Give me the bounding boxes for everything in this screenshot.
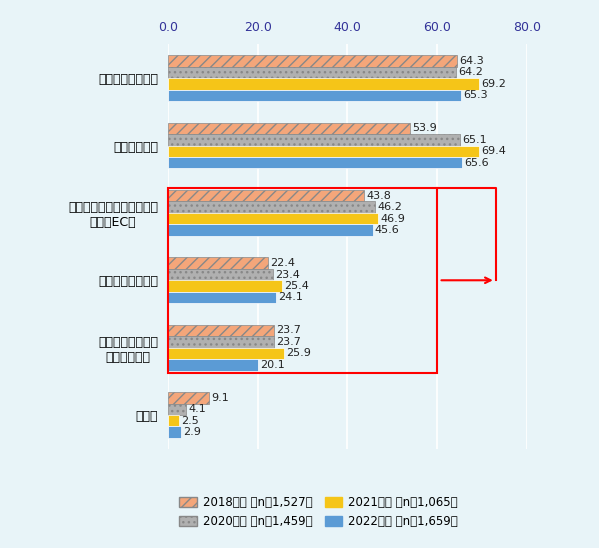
Text: 69.2: 69.2 (481, 79, 506, 89)
Text: 2.9: 2.9 (183, 427, 201, 437)
Bar (168, 292, 276, 303)
Bar (168, 347, 284, 359)
Text: 53.9: 53.9 (412, 123, 437, 133)
Bar (168, 146, 479, 157)
Text: 65.1: 65.1 (462, 135, 487, 145)
Bar (168, 426, 181, 438)
Bar (168, 202, 375, 213)
Text: 25.4: 25.4 (284, 281, 309, 291)
Text: 23.7: 23.7 (277, 337, 301, 347)
Text: 25.9: 25.9 (286, 349, 311, 358)
Bar (168, 190, 364, 202)
Text: 9.1: 9.1 (211, 393, 229, 403)
Bar (168, 157, 462, 168)
Bar (168, 359, 258, 370)
Bar (168, 188, 437, 373)
Text: 46.2: 46.2 (377, 202, 403, 212)
Bar (168, 325, 274, 336)
Text: 24.1: 24.1 (278, 293, 303, 302)
Bar (168, 134, 460, 146)
Bar (168, 55, 456, 67)
Text: 20.1: 20.1 (261, 360, 285, 370)
Bar (168, 280, 282, 292)
Text: 65.6: 65.6 (465, 158, 489, 168)
Text: 4.1: 4.1 (189, 404, 206, 414)
Bar (168, 269, 273, 280)
Text: 69.4: 69.4 (482, 146, 507, 156)
Legend: 2018年度 （n＝1,527）, 2020年度 （n＝1,459）, 2021年度 （n＝1,065）, 2022年度 （n＝1,659）: 2018年度 （n＝1,527）, 2020年度 （n＝1,459）, 2021… (175, 492, 462, 533)
Text: 23.4: 23.4 (275, 270, 300, 279)
Text: 2.5: 2.5 (181, 416, 199, 426)
Bar (168, 336, 274, 347)
Bar (168, 258, 268, 269)
Bar (168, 213, 379, 224)
Text: 64.3: 64.3 (459, 56, 483, 66)
Bar (168, 123, 410, 134)
Bar (168, 392, 208, 403)
Text: 45.6: 45.6 (375, 225, 400, 235)
Text: 43.8: 43.8 (367, 191, 392, 201)
Bar (168, 67, 456, 78)
Bar (168, 403, 186, 415)
Bar (168, 415, 179, 426)
Text: 64.2: 64.2 (458, 67, 483, 77)
Bar (168, 78, 479, 90)
Text: 65.3: 65.3 (464, 90, 488, 100)
Text: 22.4: 22.4 (271, 258, 295, 268)
Text: 46.9: 46.9 (381, 214, 406, 224)
Text: 23.7: 23.7 (277, 326, 301, 335)
Bar (168, 90, 461, 101)
Bar (168, 224, 373, 236)
